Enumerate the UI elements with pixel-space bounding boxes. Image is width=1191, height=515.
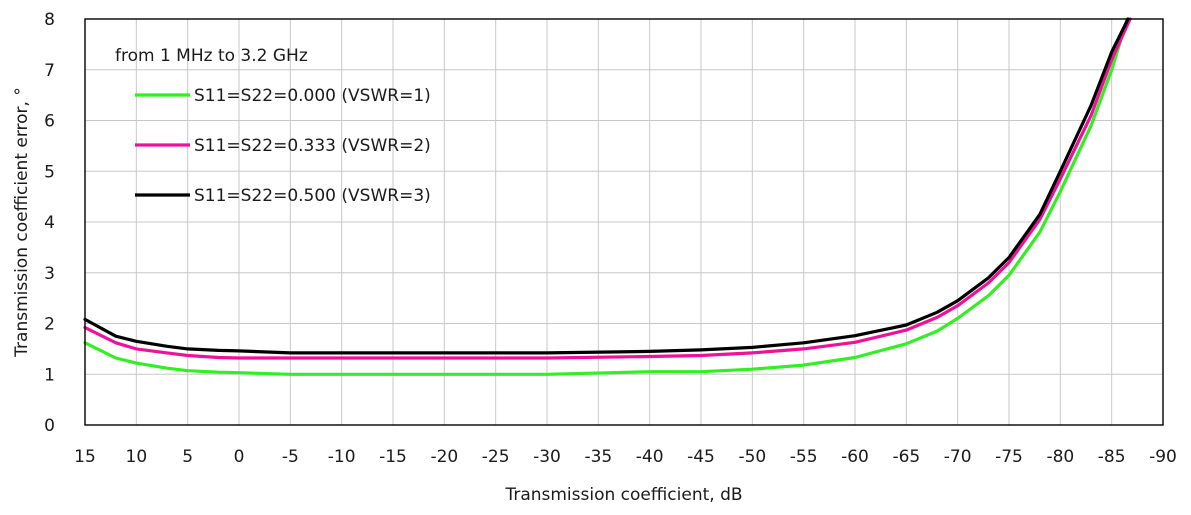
y-tick-label: 5 [44,162,55,182]
series-lines [83,17,1132,376]
x-axis-title: Transmission coefficient, dB [504,485,742,505]
series-line-3 [83,17,1130,355]
x-tick-label: 0 [234,447,245,467]
x-tick-label: -65 [892,447,920,467]
x-tick-label: -45 [687,447,715,467]
x-tick-label: -70 [944,447,972,467]
y-axis-title: Transmission coefficient error, ° [12,87,32,358]
legend-label-1: S11=S22=0.000 (VSWR=1) [194,86,431,106]
series-line-2 [83,17,1132,360]
x-tick-label: -55 [790,447,818,467]
x-tick-label: -60 [841,447,869,467]
x-tick-label: -85 [1098,447,1126,467]
y-tick-label: 0 [44,416,55,436]
y-axis-ticks: 0 1 2 3 4 5 6 7 8 [44,10,55,436]
x-tick-label: -10 [328,447,356,467]
grid [84,18,1164,426]
y-tick-label: 1 [44,365,55,385]
y-tick-label: 6 [44,112,55,132]
x-tick-label: -80 [1046,447,1074,467]
legend-label-3: S11=S22=0.500 (VSWR=3) [194,186,431,206]
x-tick-label: -5 [282,447,299,467]
legend-title: from 1 MHz to 3.2 GHz [115,46,308,66]
x-tick-label: -40 [636,447,664,467]
y-tick-label: 8 [44,10,55,30]
x-tick-label: -20 [430,447,458,467]
x-tick-label: -15 [379,447,407,467]
x-tick-label: -50 [738,447,766,467]
x-tick-label: -30 [533,447,561,467]
y-tick-label: 4 [44,213,55,233]
legend: from 1 MHz to 3.2 GHz S11=S22=0.000 (VSW… [115,46,431,206]
x-tick-label: -25 [482,447,510,467]
x-tick-label: -75 [995,447,1023,467]
x-axis-ticks: 15 10 5 0 -5 -10 -15 -20 -25 -30 -35 -40 -45 -50 -55 -6… [74,447,1177,467]
series-line-1 [83,17,1129,376]
x-tick-label: -35 [584,447,612,467]
plot-frame [84,18,1164,426]
x-tick-label: 15 [74,447,96,467]
x-tick-label: -90 [1149,447,1177,467]
y-tick-label: 3 [44,264,55,284]
x-tick-label: 10 [126,447,148,467]
y-tick-label: 7 [44,61,55,81]
x-tick-label: 5 [182,447,193,467]
y-tick-label: 2 [44,315,55,335]
legend-label-2: S11=S22=0.333 (VSWR=2) [194,136,431,156]
